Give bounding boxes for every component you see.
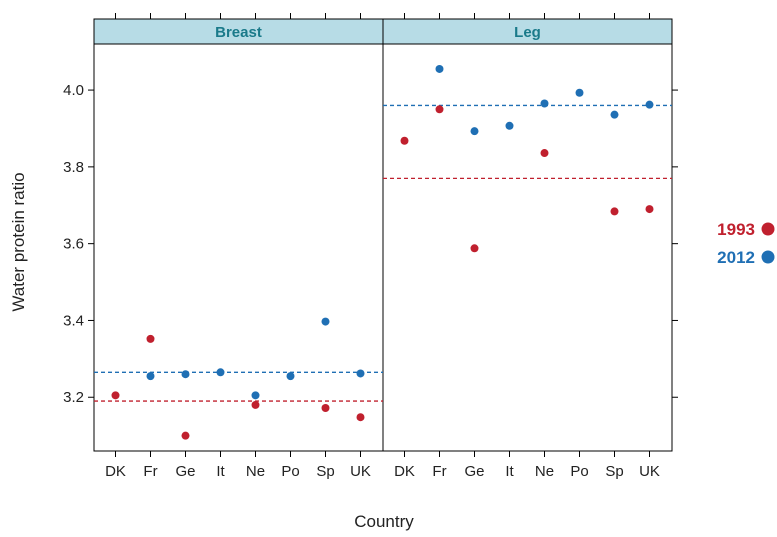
x-tick-label-DK: DK [105,463,126,480]
legend: 1993 2012 [717,220,775,267]
data-points [111,64,654,440]
y-tick-label-3.6: 3.6 [63,236,84,253]
point-breast-2012-Sp [321,317,330,326]
point-leg-1993-Ge [470,244,479,253]
point-leg-1993-UK [645,205,654,214]
point-leg-1993-DK [400,136,409,145]
point-leg-2012-UK [645,100,654,109]
point-leg-1993-Sp [610,207,619,216]
point-leg-2012-Ge [470,127,479,136]
mean-lines [94,104,672,402]
strip-leg [382,18,673,45]
legend-label-1993: 1993 [717,220,755,239]
legend-marker-2012 [761,250,775,264]
point-breast-1993-UK [356,413,365,422]
axis-ticks [88,13,678,457]
legend-marker-1993 [761,222,775,236]
strip-label-leg: Leg [514,24,541,41]
point-breast-2012-Po [286,372,295,381]
point-leg-2012-Fr [435,64,444,73]
point-leg-2012-It [505,121,514,130]
y-axis-title: Water protein ratio [9,172,28,311]
point-breast-2012-UK [356,369,365,378]
point-breast-2012-Ge [181,370,190,379]
tick-labels: DK Fr Ge It Ne Po Sp UK DK Fr Ge It Ne Po Sp UK 3.2 3.4 3.… [63,82,660,480]
point-breast-2012-Fr [146,372,155,381]
x-tick-label-DK: DK [394,463,415,480]
y-tick-label-3.2: 3.2 [63,389,84,406]
panel-frames [93,43,673,452]
point-leg-2012-Ne [540,99,549,108]
x-tick-label-It: It [505,463,514,480]
x-tick-label-UK: UK [639,463,660,480]
x-tick-label-Fr: Fr [143,463,157,480]
strip-breast [93,18,384,45]
panel-frame-breast [93,43,384,452]
y-tick-label-3.8: 3.8 [63,159,84,176]
panel-strips: Breast Leg [93,18,673,45]
point-leg-2012-Sp [610,110,619,119]
panel-frame-leg [382,43,673,452]
point-breast-1993-DK [111,391,120,400]
x-tick-label-Sp: Sp [316,463,334,480]
point-leg-1993-Ne [540,149,549,158]
point-leg-1993-Fr [435,105,444,114]
y-tick-label-3.4: 3.4 [63,312,84,329]
x-tick-label-Ge: Ge [464,463,484,480]
x-axis-title: Country [354,512,414,531]
x-tick-label-Sp: Sp [605,463,623,480]
x-tick-label-It: It [216,463,225,480]
x-tick-label-UK: UK [350,463,371,480]
x-tick-label-Ne: Ne [246,463,265,480]
x-tick-label-Fr: Fr [432,463,446,480]
x-tick-label-Po: Po [281,463,299,480]
y-tick-label-4.0: 4.0 [63,82,84,99]
point-leg-2012-Po [575,88,584,97]
strip-label-breast: Breast [215,24,262,41]
point-breast-1993-Ge [181,431,190,440]
point-breast-1993-Ne [251,400,260,409]
legend-label-2012: 2012 [717,248,755,267]
x-tick-label-Ge: Ge [175,463,195,480]
point-breast-1993-Sp [321,403,330,412]
point-breast-2012-Ne [251,391,260,400]
x-tick-label-Ne: Ne [535,463,554,480]
point-breast-1993-Fr [146,334,155,343]
point-breast-2012-It [216,368,225,377]
x-tick-label-Po: Po [570,463,588,480]
